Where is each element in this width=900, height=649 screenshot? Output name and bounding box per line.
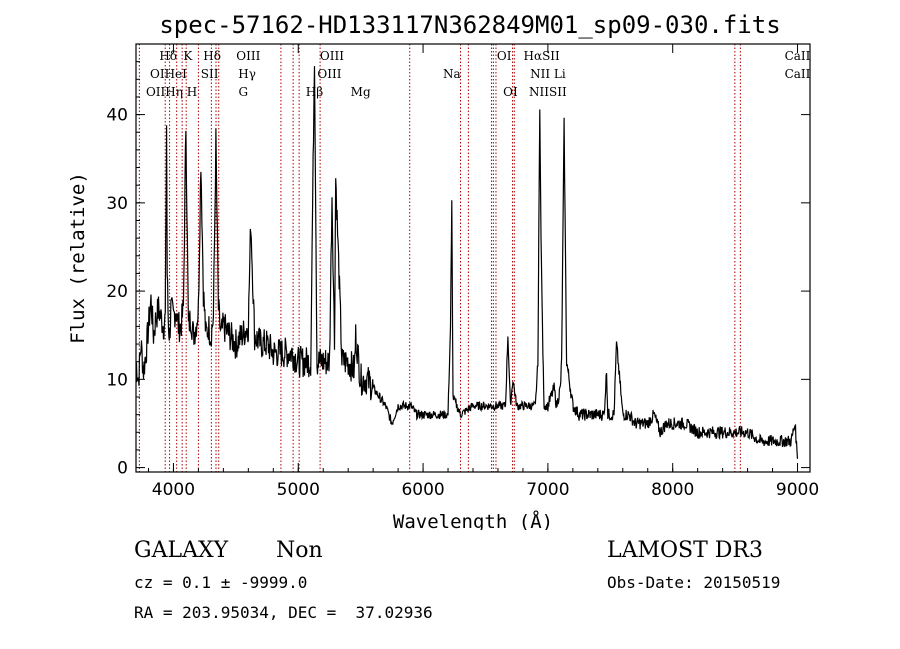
y-axis-label: Flux (relative): [67, 172, 89, 344]
emission-line-label: OIII: [236, 49, 260, 63]
y-tick-label: 10: [106, 370, 128, 390]
y-tick-label: 20: [106, 282, 128, 302]
emission-line-labels: Hδ K Hδ OIII OIII OI HαSII CaII OIHeI SII Hγ OIII Na…: [146, 49, 811, 99]
redshift-info: cz = 0.1 ± -9999.0: [134, 573, 308, 592]
emission-line-label: SII: [201, 67, 219, 81]
emission-line-label: Na: [443, 67, 461, 81]
emission-line-label: Mg: [351, 85, 371, 99]
obs-date: Obs-Date: 20150519: [607, 573, 781, 592]
emission-line-markers: [138, 44, 741, 472]
emission-line-label: OI: [497, 49, 512, 63]
emission-line-label: K: [183, 49, 193, 63]
emission-line-label: OIIHη H: [146, 85, 197, 99]
object-subclass: Non: [276, 538, 323, 563]
emission-line-label: CaII: [785, 49, 811, 63]
x-axis-label: Wavelength (Å): [393, 510, 553, 530]
survey-name: LAMOST DR3: [607, 538, 763, 563]
spectrum-chart: spec-57162-HD133117N362849M01_sp09-030.f…: [67, 11, 819, 530]
emission-line-label: CaII: [785, 67, 811, 81]
spectrum-line: [135, 66, 799, 459]
y-tick-label: 30: [106, 194, 128, 214]
y-tick-label: 0: [117, 459, 128, 479]
emission-line-label: G: [239, 85, 249, 99]
x-tick-label: 6000: [401, 480, 444, 500]
x-tick-label: 4000: [152, 480, 195, 500]
emission-line-label: NIISII: [529, 85, 567, 99]
plot-frame: [135, 43, 811, 473]
x-tick-label: 9000: [776, 480, 819, 500]
x-axis-ticks: 4000 5000 6000 7000 8000 9000: [147, 44, 819, 500]
x-tick-label: 7000: [526, 480, 569, 500]
coordinates: RA = 203.95034, DEC = 37.02936: [134, 603, 433, 622]
object-class: GALAXY: [134, 538, 229, 563]
x-tick-label: 8000: [651, 480, 694, 500]
emission-line-label: OIII: [320, 49, 344, 63]
emission-line-label: Hδ: [159, 49, 177, 63]
emission-line-label: NII Li: [530, 67, 566, 81]
emission-line-label: Hγ: [238, 67, 256, 81]
y-axis-ticks: 0 10 20 30 40: [106, 61, 810, 479]
emission-line-label: OIHeI: [150, 67, 187, 81]
emission-line-label: HαSII: [524, 49, 561, 63]
emission-line-label: Hδ: [203, 49, 221, 63]
emission-line-label: OIII: [317, 67, 341, 81]
chart-title: spec-57162-HD133117N362849M01_sp09-030.f…: [159, 11, 780, 39]
x-tick-label: 5000: [277, 480, 320, 500]
emission-line-label: OI: [503, 85, 518, 99]
y-tick-label: 40: [106, 106, 128, 126]
